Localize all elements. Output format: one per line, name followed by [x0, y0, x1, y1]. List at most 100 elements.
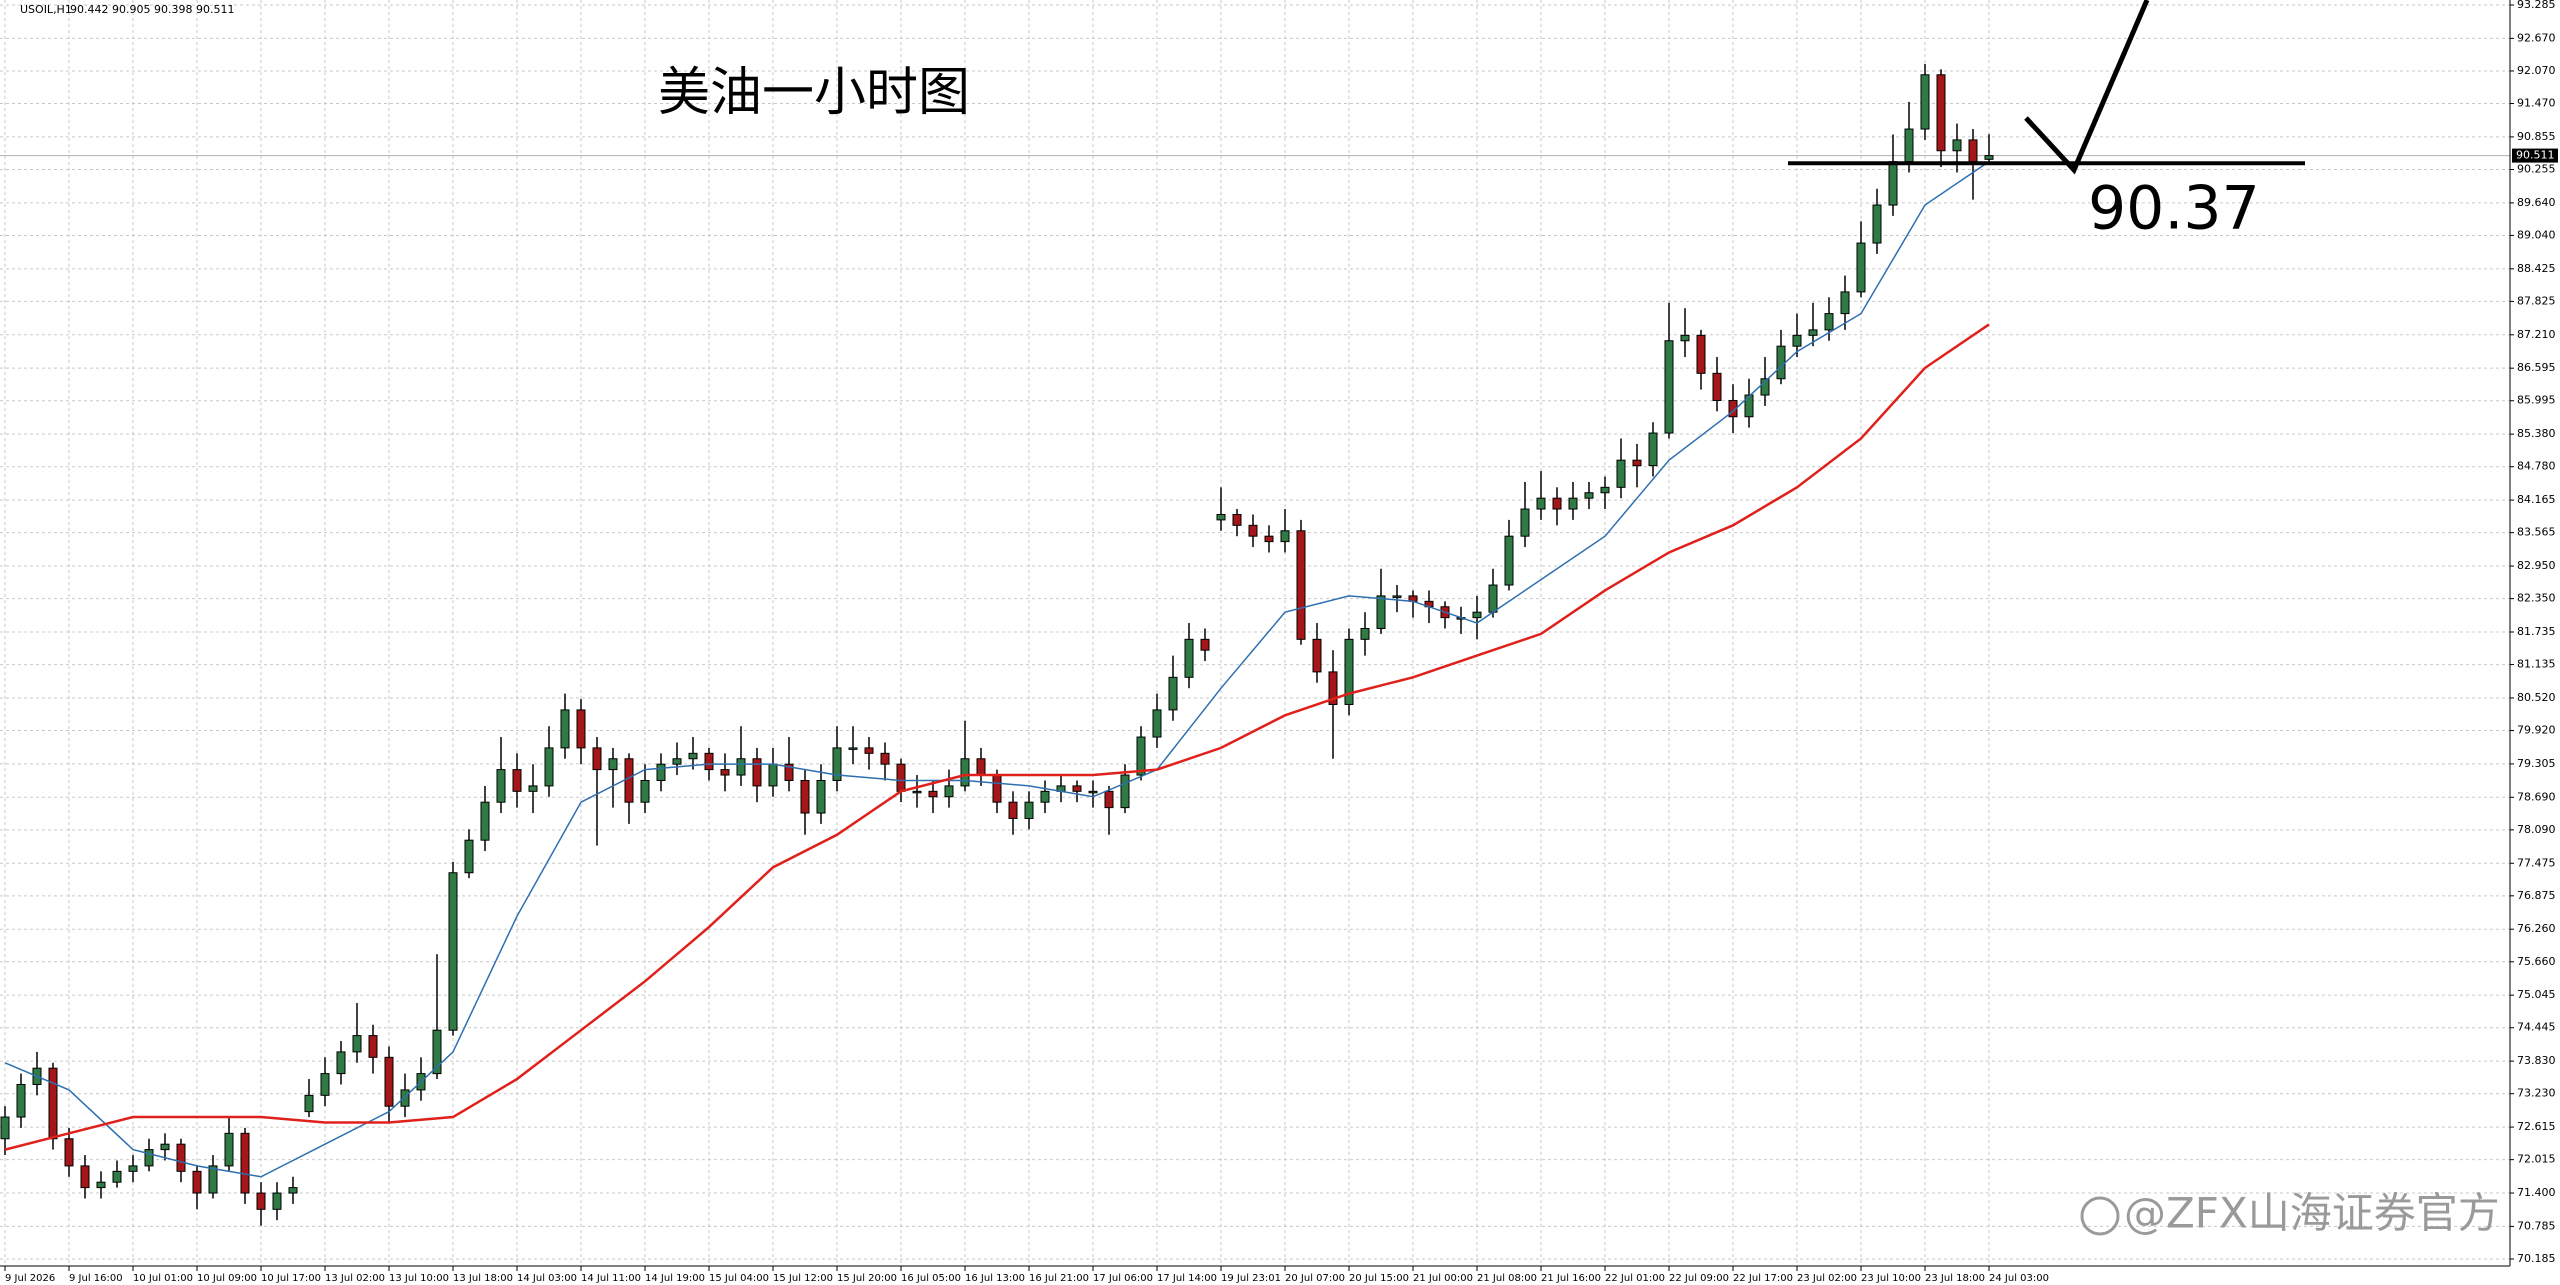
candle-body: [608, 758, 618, 771]
candle-body: [1712, 372, 1722, 401]
candle-body: [784, 763, 794, 781]
y-tick-label: 73.830: [2517, 1054, 2556, 1067]
candle-body: [432, 1029, 442, 1075]
x-tick-label: 10 Jul 17:00: [261, 1273, 321, 1284]
candle-body: [128, 1165, 138, 1172]
x-tick-label: 13 Jul 18:00: [453, 1273, 513, 1284]
candle-body: [1152, 709, 1162, 738]
y-tick-label: 82.350: [2517, 592, 2556, 605]
x-tick-label: 19 Jul 23:01: [1221, 1273, 1281, 1284]
y-tick-label: 77.475: [2517, 856, 2556, 869]
candle-body: [1328, 671, 1338, 705]
candle-body: [864, 747, 874, 754]
candle-body: [1664, 340, 1674, 434]
candle-body: [240, 1132, 250, 1194]
candle-body: [560, 709, 570, 749]
moving-average: [4, 160, 1990, 1178]
candle-body: [1776, 345, 1786, 380]
candle-body: [448, 872, 458, 1031]
candle-body: [1280, 530, 1290, 543]
check-mark: [2024, 0, 2150, 175]
x-tick-label: 24 Jul 03:00: [1989, 1273, 2049, 1284]
candle-body: [800, 779, 810, 814]
candle-body: [368, 1035, 378, 1058]
candle-body: [400, 1089, 410, 1107]
candle-body: [16, 1083, 26, 1118]
candle-body: [1520, 508, 1530, 537]
y-tick-label: 91.470: [2517, 97, 2556, 110]
candle-body: [1184, 638, 1194, 678]
candle-body: [1392, 595, 1402, 598]
y-tick-label: 92.670: [2517, 31, 2556, 44]
x-tick-label: 15 Jul 12:00: [773, 1273, 833, 1284]
candle-body: [1104, 790, 1114, 809]
candle-body: [1872, 204, 1882, 244]
candle-body: [496, 769, 506, 803]
moving-average: [4, 323, 1990, 1151]
header-close: 90.511: [196, 3, 235, 16]
candle-body: [1504, 535, 1514, 586]
x-tick-label: 13 Jul 10:00: [389, 1273, 449, 1284]
candle-body: [768, 763, 778, 787]
plot: [0, 63, 1994, 1226]
watermark: @ZFX山海证券官方: [2124, 1189, 2500, 1238]
x-tick-label: 23 Jul 10:00: [1861, 1273, 1921, 1284]
header-high: 90.905: [112, 3, 151, 16]
candle-body: [512, 769, 522, 792]
candle-body: [704, 752, 714, 771]
candle-body: [1696, 334, 1706, 374]
header-open: 90.442: [70, 3, 109, 16]
y-tick-label: 84.165: [2517, 493, 2556, 506]
grid: [0, 0, 2510, 1266]
candle-body: [928, 790, 938, 798]
x-tick-label: 23 Jul 18:00: [1925, 1273, 1985, 1284]
candle-body: [880, 752, 890, 765]
candle-body: [1168, 676, 1178, 711]
candle-body: [1344, 638, 1354, 705]
candle-body: [1232, 513, 1242, 526]
header-low: 90.398: [154, 3, 193, 16]
y-tick-label: 90.255: [2517, 162, 2556, 175]
current-price-label: 90.511: [2516, 149, 2555, 162]
y-tick-label: 70.785: [2517, 1219, 2556, 1232]
candle-body: [80, 1165, 90, 1189]
y-tick-label: 92.070: [2517, 64, 2556, 77]
y-tick-label: 75.045: [2517, 988, 2556, 1001]
y-tick-label: 85.995: [2517, 394, 2556, 407]
candle-body: [1648, 432, 1658, 467]
candle-body: [288, 1187, 298, 1194]
candle-body: [160, 1143, 170, 1151]
candle-body: [624, 758, 634, 803]
y-tick-label: 83.565: [2517, 526, 2556, 539]
chart-title: 美油一小时图: [658, 63, 970, 123]
y-tick-label: 72.615: [2517, 1120, 2556, 1133]
x-tick-label: 16 Jul 21:00: [1029, 1273, 1089, 1284]
x-tick-label: 23 Jul 02:00: [1797, 1273, 1857, 1284]
y-tick-label: 85.380: [2517, 427, 2556, 440]
candle-body: [816, 779, 826, 814]
candle-body: [944, 785, 954, 798]
candle-body: [112, 1170, 122, 1183]
x-tick-label: 20 Jul 15:00: [1349, 1273, 1409, 1284]
watermark-logo: [2080, 1196, 2120, 1236]
candle-body: [1136, 736, 1146, 776]
candle-body: [1216, 513, 1226, 521]
candle-body: [1936, 74, 1946, 152]
candle-body: [1024, 801, 1034, 819]
x-tick-label: 10 Jul 09:00: [197, 1273, 257, 1284]
candle-body: [192, 1170, 202, 1194]
candle-body: [0, 1116, 10, 1140]
y-tick-label: 89.640: [2517, 196, 2556, 209]
candle-body: [480, 801, 490, 841]
x-tick-label: 14 Jul 19:00: [645, 1273, 705, 1284]
candle-body: [272, 1192, 282, 1210]
candle-body: [208, 1165, 218, 1194]
candle-body: [1552, 497, 1562, 510]
y-tick-label: 78.690: [2517, 790, 2556, 803]
candle-body: [1536, 497, 1546, 510]
x-tick-label: 22 Jul 17:00: [1733, 1273, 1793, 1284]
candle-body: [640, 779, 650, 803]
candle-body: [96, 1181, 106, 1189]
